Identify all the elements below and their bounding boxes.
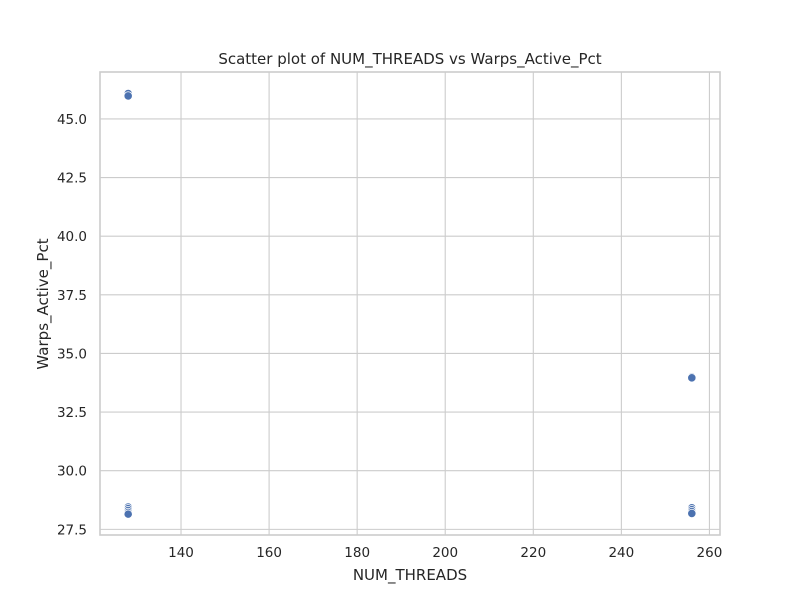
scatter-point: [123, 509, 133, 519]
y-tick-label: 40.0: [57, 229, 87, 245]
y-tick-label: 27.5: [57, 522, 87, 538]
chart-title: Scatter plot of NUM_THREADS vs Warps_Act…: [218, 50, 601, 69]
x-tick-labels: 140 160 180 200 220 240 260: [168, 545, 722, 561]
x-tick-label: 240: [608, 545, 634, 561]
x-tick-label: 260: [697, 545, 723, 561]
scatter-point: [687, 508, 697, 519]
data-points: [123, 88, 697, 519]
y-tick-label: 37.5: [57, 288, 87, 304]
y-tick-label: 42.5: [57, 171, 87, 187]
scatter-point: [123, 91, 133, 101]
y-axis-label: Warps_Active_Pct: [34, 238, 53, 369]
y-tick-label: 35.0: [57, 346, 87, 362]
x-tick-label: 180: [344, 545, 370, 561]
grid-layer: [100, 72, 720, 535]
plot-frame: [99, 71, 721, 536]
y-tick-label: 45.0: [57, 112, 87, 128]
x-tick-label: 140: [168, 545, 194, 561]
x-tick-label: 220: [520, 545, 546, 561]
y-tick-labels: 27.5 30.0 32.5 35.0 37.5 40.0 42.5 45.0: [57, 112, 87, 538]
x-tick-label: 200: [432, 545, 458, 561]
scatter-point: [687, 373, 697, 383]
y-tick-label: 30.0: [57, 464, 87, 480]
x-tick-label: 160: [256, 545, 282, 561]
x-axis-label: NUM_THREADS: [353, 566, 467, 585]
y-tick-label: 32.5: [57, 405, 87, 421]
